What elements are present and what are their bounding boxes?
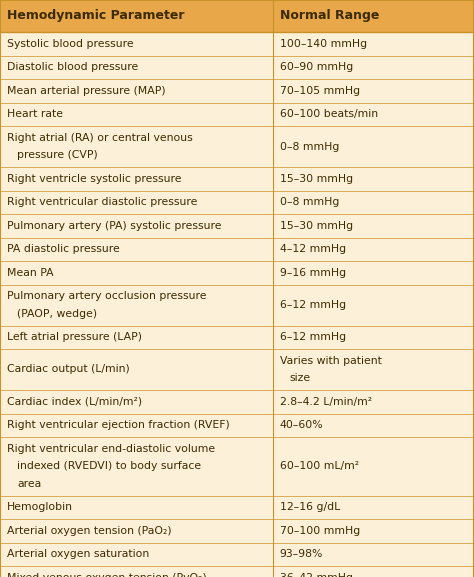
Text: Right ventricular end-diastolic volume: Right ventricular end-diastolic volume bbox=[7, 444, 215, 454]
Text: Cardiac output (L/min): Cardiac output (L/min) bbox=[7, 365, 130, 374]
Text: Normal Range: Normal Range bbox=[280, 9, 379, 23]
Text: 70–105 mmHg: 70–105 mmHg bbox=[280, 86, 360, 96]
Text: Left atrial pressure (LAP): Left atrial pressure (LAP) bbox=[7, 332, 142, 342]
Text: PA diastolic pressure: PA diastolic pressure bbox=[7, 244, 120, 254]
Text: Diastolic blood pressure: Diastolic blood pressure bbox=[7, 62, 138, 72]
Text: Arterial oxygen saturation: Arterial oxygen saturation bbox=[7, 549, 149, 559]
Text: 12–16 g/dL: 12–16 g/dL bbox=[280, 502, 340, 512]
Text: Arterial oxygen tension (PaO₂): Arterial oxygen tension (PaO₂) bbox=[7, 526, 172, 536]
Text: Varies with patient: Varies with patient bbox=[280, 356, 382, 366]
Text: Pulmonary artery occlusion pressure: Pulmonary artery occlusion pressure bbox=[7, 291, 207, 301]
Text: Right ventricular ejection fraction (RVEF): Right ventricular ejection fraction (RVE… bbox=[7, 420, 230, 430]
Text: Right ventricle systolic pressure: Right ventricle systolic pressure bbox=[7, 174, 182, 183]
Text: indexed (RVEDVI) to body surface: indexed (RVEDVI) to body surface bbox=[17, 461, 201, 471]
Text: 93–98%: 93–98% bbox=[280, 549, 323, 559]
Text: Mean arterial pressure (MAP): Mean arterial pressure (MAP) bbox=[7, 86, 165, 96]
Text: Mixed venous oxygen tension (PvO₂): Mixed venous oxygen tension (PvO₂) bbox=[7, 573, 207, 577]
Text: 40–60%: 40–60% bbox=[280, 420, 323, 430]
Text: pressure (CVP): pressure (CVP) bbox=[17, 150, 98, 160]
Text: 4–12 mmHg: 4–12 mmHg bbox=[280, 244, 346, 254]
Text: 36–42 mmHg: 36–42 mmHg bbox=[280, 573, 353, 577]
Text: 9–16 mmHg: 9–16 mmHg bbox=[280, 268, 346, 278]
Text: 70–100 mmHg: 70–100 mmHg bbox=[280, 526, 360, 536]
Text: 6–12 mmHg: 6–12 mmHg bbox=[280, 332, 346, 342]
Bar bbox=[0, 0, 474, 32]
Text: Heart rate: Heart rate bbox=[7, 109, 63, 119]
Text: Hemoglobin: Hemoglobin bbox=[7, 502, 73, 512]
Text: Cardiac index (L/min/m²): Cardiac index (L/min/m²) bbox=[7, 397, 142, 407]
Text: 0–8 mmHg: 0–8 mmHg bbox=[280, 141, 339, 152]
Text: 6–12 mmHg: 6–12 mmHg bbox=[280, 300, 346, 310]
Text: Right ventricular diastolic pressure: Right ventricular diastolic pressure bbox=[7, 197, 197, 207]
Text: size: size bbox=[290, 373, 310, 383]
Text: 100–140 mmHg: 100–140 mmHg bbox=[280, 39, 367, 48]
Text: (PAOP, wedge): (PAOP, wedge) bbox=[17, 309, 97, 319]
Text: Right atrial (RA) or central venous: Right atrial (RA) or central venous bbox=[7, 133, 193, 143]
Text: 60–90 mmHg: 60–90 mmHg bbox=[280, 62, 353, 72]
Text: area: area bbox=[17, 479, 41, 489]
Text: Pulmonary artery (PA) systolic pressure: Pulmonary artery (PA) systolic pressure bbox=[7, 221, 221, 231]
Text: 15–30 mmHg: 15–30 mmHg bbox=[280, 221, 353, 231]
Text: 15–30 mmHg: 15–30 mmHg bbox=[280, 174, 353, 183]
Text: Hemodynamic Parameter: Hemodynamic Parameter bbox=[7, 9, 184, 23]
Text: 0–8 mmHg: 0–8 mmHg bbox=[280, 197, 339, 207]
Text: 60–100 mL/m²: 60–100 mL/m² bbox=[280, 461, 359, 471]
Text: Mean PA: Mean PA bbox=[7, 268, 54, 278]
Text: Systolic blood pressure: Systolic blood pressure bbox=[7, 39, 134, 48]
Text: 2.8–4.2 L/min/m²: 2.8–4.2 L/min/m² bbox=[280, 397, 372, 407]
Text: 60–100 beats/min: 60–100 beats/min bbox=[280, 109, 378, 119]
